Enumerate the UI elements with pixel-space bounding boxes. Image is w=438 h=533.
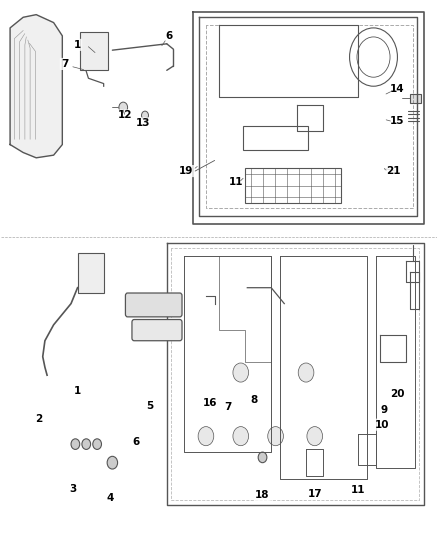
- Text: 16: 16: [203, 398, 218, 408]
- Text: 8: 8: [250, 395, 258, 405]
- Circle shape: [258, 452, 267, 463]
- Text: 11: 11: [229, 176, 244, 187]
- Circle shape: [153, 326, 159, 334]
- Circle shape: [119, 102, 127, 113]
- Circle shape: [141, 111, 148, 119]
- Circle shape: [93, 439, 102, 449]
- Text: 7: 7: [224, 402, 231, 413]
- Circle shape: [298, 363, 314, 382]
- Text: 17: 17: [307, 489, 322, 499]
- Text: 10: 10: [375, 419, 389, 430]
- Text: 20: 20: [390, 389, 405, 399]
- Circle shape: [233, 363, 249, 382]
- Circle shape: [140, 326, 146, 334]
- Text: 12: 12: [118, 110, 133, 120]
- Text: 15: 15: [390, 116, 405, 126]
- Polygon shape: [10, 14, 62, 158]
- Text: 2: 2: [35, 415, 42, 424]
- Text: 7: 7: [61, 59, 68, 69]
- Bar: [245, 168, 341, 203]
- Text: 1: 1: [74, 385, 81, 395]
- FancyBboxPatch shape: [125, 293, 182, 317]
- Text: 6: 6: [133, 437, 140, 447]
- Circle shape: [107, 456, 117, 469]
- Bar: [78, 253, 104, 293]
- Circle shape: [166, 326, 172, 334]
- Text: 5: 5: [146, 401, 153, 411]
- Circle shape: [233, 426, 249, 446]
- Bar: [243, 126, 308, 150]
- Circle shape: [198, 426, 214, 446]
- Text: 4: 4: [106, 494, 114, 503]
- Text: 6: 6: [165, 31, 173, 41]
- FancyBboxPatch shape: [132, 319, 182, 341]
- Text: 13: 13: [136, 118, 150, 128]
- Circle shape: [307, 426, 322, 446]
- Bar: [80, 32, 108, 70]
- Text: 3: 3: [70, 484, 77, 494]
- Circle shape: [82, 439, 91, 449]
- Circle shape: [71, 439, 80, 449]
- Text: 11: 11: [351, 484, 366, 495]
- Text: 18: 18: [255, 490, 270, 500]
- Text: 1: 1: [74, 40, 81, 50]
- Bar: [410, 94, 421, 103]
- Text: 19: 19: [179, 166, 194, 176]
- Text: 9: 9: [381, 405, 388, 415]
- Text: 21: 21: [386, 166, 400, 176]
- Text: 14: 14: [390, 84, 405, 94]
- Circle shape: [268, 426, 283, 446]
